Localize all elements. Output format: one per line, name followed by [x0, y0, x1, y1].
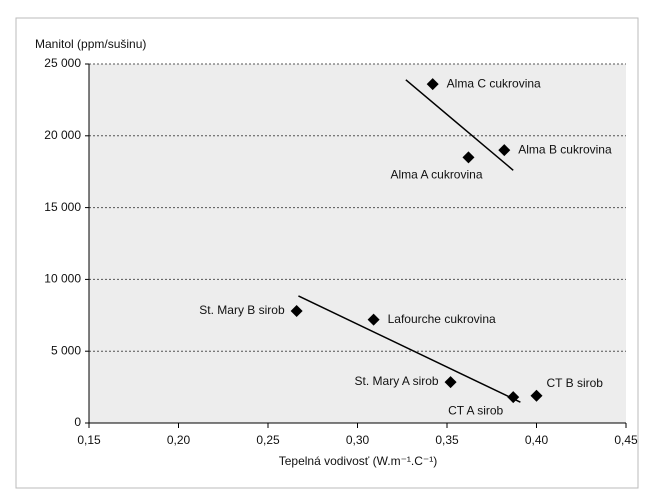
plot-area [89, 64, 626, 423]
y-axis-label: Manitol (ppm/sušinu) [35, 37, 146, 51]
x-axis-label: Tepelná vodivosť (W.m⁻¹.C⁻¹) [279, 454, 438, 468]
y-tick-label: 10 000 [44, 272, 81, 286]
x-tick-label: 0,40 [525, 433, 549, 447]
point-label: Alma C cukrovina [447, 76, 541, 90]
x-tick-label: 0,30 [346, 433, 370, 447]
y-tick-label: 5 000 [51, 343, 81, 357]
point-label: CT A sirob [448, 403, 503, 417]
point [290, 304, 303, 317]
y-tick-label: 0 [74, 415, 81, 429]
y-tick-label: 25 000 [44, 56, 81, 70]
point [498, 144, 511, 157]
point-label: Lafourche cukrovina [388, 312, 496, 326]
point-label: St. Mary A sirob [355, 374, 439, 388]
y-tick-label: 15 000 [44, 200, 81, 214]
x-tick-label: 0,45 [614, 433, 638, 447]
point [507, 391, 520, 404]
point-label: Alma B cukrovina [518, 142, 612, 156]
x-tick-label: 0,15 [77, 433, 101, 447]
trend-line [298, 295, 521, 403]
point-label: Alma A cukrovina [390, 168, 482, 182]
point [444, 376, 457, 389]
y-tick-label: 20 000 [44, 128, 81, 142]
point [530, 389, 543, 402]
x-tick-label: 0,35 [435, 433, 459, 447]
point-label: CT B sirob [547, 376, 604, 390]
point-label: St. Mary B sirob [199, 303, 285, 317]
x-tick-label: 0,20 [167, 433, 191, 447]
point [462, 151, 475, 164]
point [367, 313, 380, 326]
trend-line [405, 79, 514, 171]
x-tick-label: 0,25 [256, 433, 280, 447]
point [426, 78, 439, 91]
frame [15, 17, 639, 489]
